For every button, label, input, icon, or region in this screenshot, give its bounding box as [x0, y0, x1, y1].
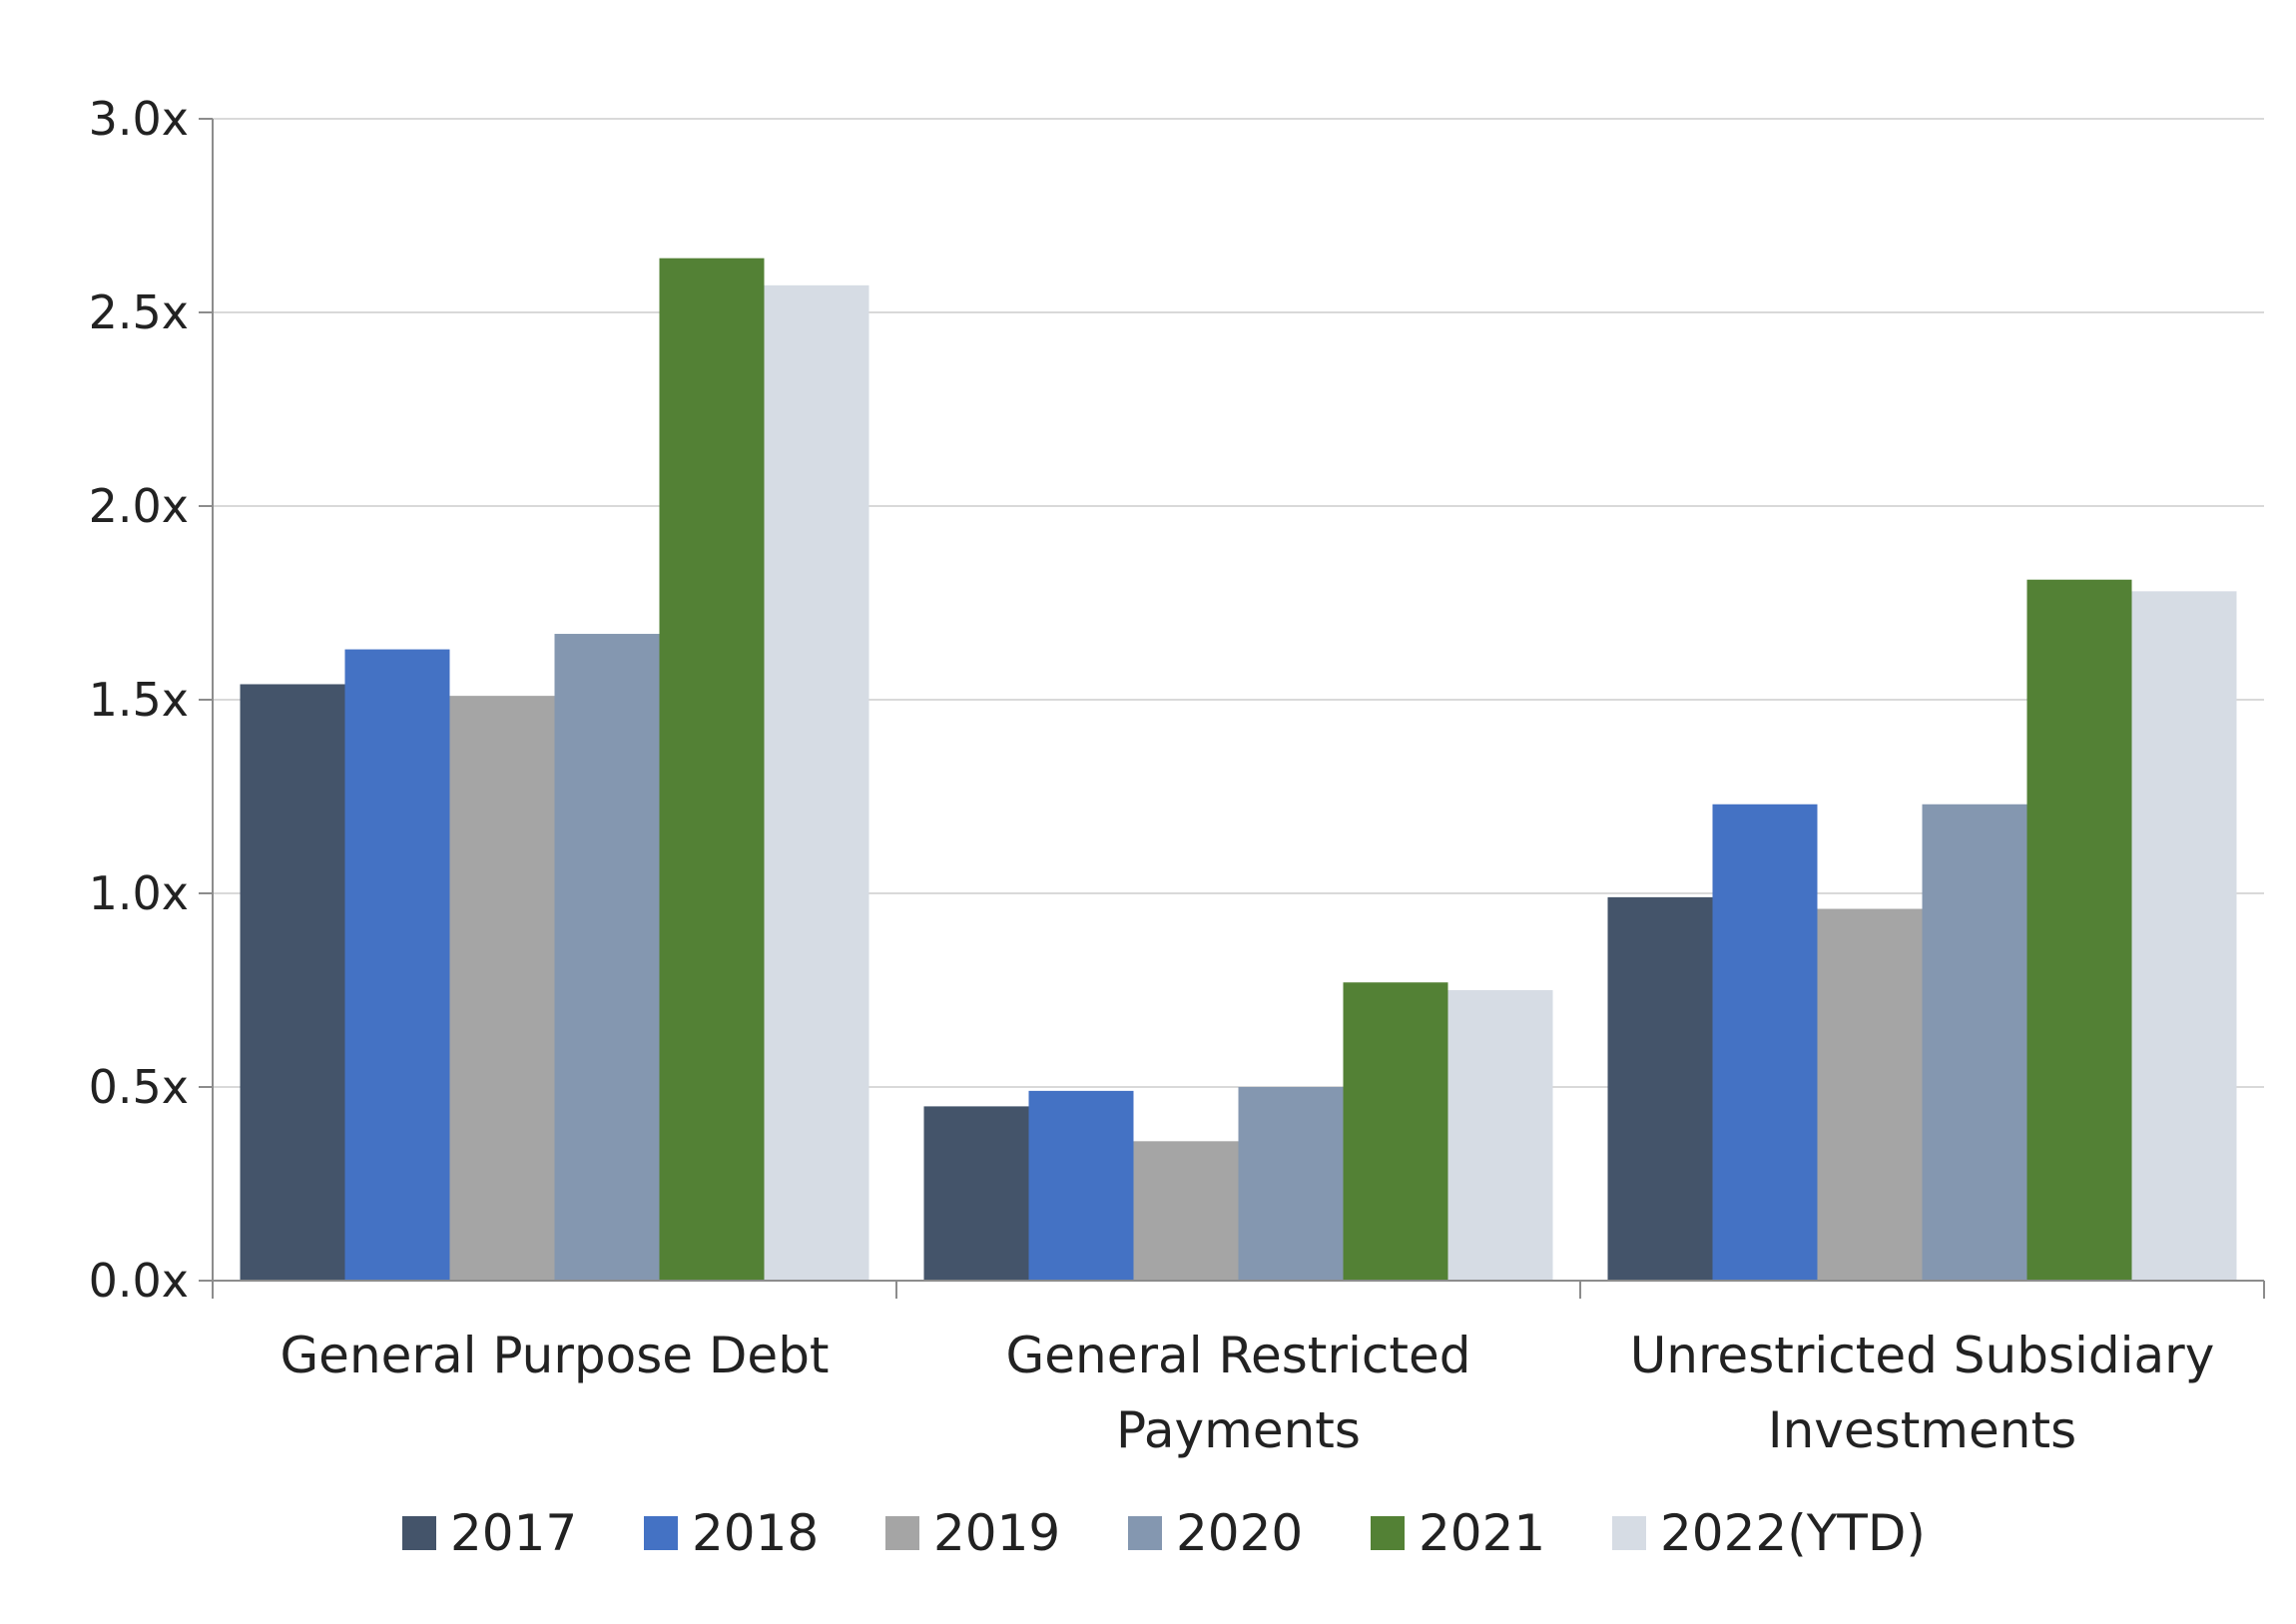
legend-label: 2022(YTD): [1660, 1504, 1926, 1562]
bar-2022-ytd--1: [1447, 990, 1553, 1281]
bar-2020-2: [1922, 804, 2027, 1281]
bar-2021-2: [2026, 579, 2132, 1281]
y-axis-ticks: 0.0x 0.5x 1.0x 1.5x 2.0x 2.5x 3.0x: [89, 92, 213, 1308]
bar-2019-1: [1133, 1141, 1239, 1281]
y-tick-label: 0.5x: [89, 1060, 189, 1114]
y-tick-label: 0.0x: [89, 1254, 189, 1308]
y-tick-label: 2.5x: [89, 285, 189, 339]
bar-2018-0: [344, 649, 450, 1281]
legend-swatch: [402, 1516, 436, 1550]
legend-label: 2020: [1176, 1504, 1303, 1562]
legend-swatch: [1612, 1516, 1646, 1550]
category-label: General Restricted: [1006, 1327, 1471, 1384]
bar-2021-0: [659, 258, 765, 1282]
category-label: General Purpose Debt: [280, 1327, 829, 1384]
legend-label: 2021: [1419, 1504, 1545, 1562]
bar-2017-1: [923, 1106, 1029, 1281]
legend-swatch: [644, 1516, 678, 1550]
y-tick-label: 1.0x: [89, 866, 189, 920]
bar-2020-0: [554, 634, 660, 1281]
bar-2018-2: [1712, 804, 1818, 1281]
y-tick-label: 2.0x: [89, 479, 189, 533]
bar-2017-2: [1607, 896, 1713, 1281]
y-tick-label: 3.0x: [89, 92, 189, 146]
bar-2022-ytd--0: [764, 284, 869, 1282]
bar-2017-0: [240, 684, 345, 1281]
bar-2021-1: [1343, 982, 1448, 1281]
bar-2019-2: [1817, 908, 1923, 1281]
category-label: Investments: [1768, 1401, 2076, 1459]
bar-2019-0: [449, 696, 555, 1281]
legend-label: 2019: [933, 1504, 1060, 1562]
legend-label: 2018: [692, 1504, 819, 1562]
bar-2018-1: [1028, 1090, 1134, 1281]
legend-swatch: [1371, 1516, 1405, 1550]
legend-swatch: [885, 1516, 919, 1550]
category-label: Payments: [1116, 1401, 1361, 1459]
category-label: Unrestricted Subsidiary: [1630, 1327, 2215, 1384]
category-labels: General Purpose Debt General Restricted Pa…: [280, 1327, 2214, 1459]
legend-swatch: [1128, 1516, 1162, 1550]
legend: 2017 2018 2019 2020 2021 2022(YTD): [402, 1504, 1926, 1562]
bars: [240, 258, 2237, 1282]
y-tick-label: 1.5x: [89, 673, 189, 727]
bar-2020-1: [1238, 1087, 1344, 1281]
bar-2022-ytd--2: [2131, 591, 2237, 1281]
legend-label: 2017: [450, 1504, 577, 1562]
